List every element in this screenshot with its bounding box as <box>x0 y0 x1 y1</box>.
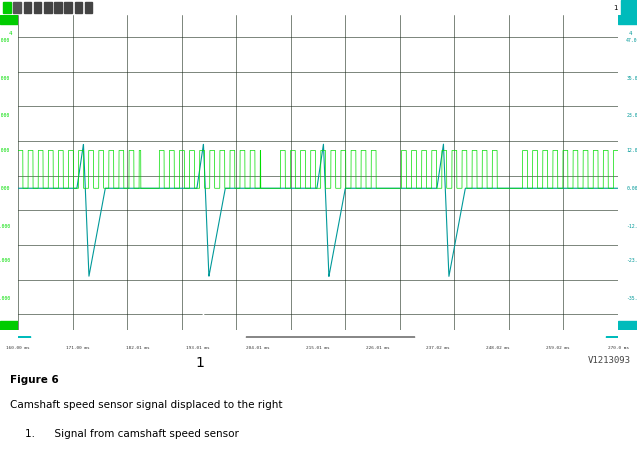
Bar <box>54 2 62 13</box>
Text: 23.000: 23.000 <box>626 113 637 118</box>
Text: 1.      Signal from camshaft speed sensor: 1. Signal from camshaft speed sensor <box>25 430 240 439</box>
Bar <box>621 0 637 15</box>
Bar <box>246 336 414 338</box>
Text: 12.000: 12.000 <box>626 148 637 153</box>
Text: 1: 1 <box>613 5 618 11</box>
Bar <box>44 2 52 13</box>
Text: 4: 4 <box>629 31 633 36</box>
Text: 4: 4 <box>9 31 13 36</box>
Bar <box>64 2 72 13</box>
Text: V1213093: V1213093 <box>587 356 631 365</box>
Text: -23.000: -23.000 <box>626 258 637 263</box>
Text: -35.000: -35.000 <box>626 296 637 301</box>
Text: 215.01 ms: 215.01 ms <box>306 346 330 350</box>
Text: 12.000: 12.000 <box>0 148 10 153</box>
Bar <box>18 336 30 338</box>
Bar <box>85 2 92 13</box>
Text: 0.000: 0.000 <box>626 186 637 191</box>
Text: 47.000: 47.000 <box>626 37 637 43</box>
Text: 270.0 ms: 270.0 ms <box>608 346 629 350</box>
Text: -35.000: -35.000 <box>0 296 10 301</box>
Text: 47.000: 47.000 <box>0 37 10 43</box>
Text: 35.000: 35.000 <box>0 75 10 80</box>
Text: 160.00 ms: 160.00 ms <box>6 346 30 350</box>
Text: 171.00 ms: 171.00 ms <box>66 346 90 350</box>
Text: 182.01 ms: 182.01 ms <box>126 346 150 350</box>
Text: -23.000: -23.000 <box>0 258 10 263</box>
Bar <box>606 336 618 338</box>
Bar <box>75 2 82 13</box>
Text: Figure 6: Figure 6 <box>10 375 59 384</box>
Text: 259.02 ms: 259.02 ms <box>546 346 570 350</box>
Bar <box>618 15 637 25</box>
Bar <box>0 320 18 330</box>
Text: 23.000: 23.000 <box>0 113 10 118</box>
Text: 248.02 ms: 248.02 ms <box>486 346 510 350</box>
Bar <box>13 2 21 13</box>
Text: Camshaft speed sensor signal displaced to the right: Camshaft speed sensor signal displaced t… <box>10 400 282 409</box>
Bar <box>0 15 18 25</box>
Bar <box>3 2 11 13</box>
Text: 35.000: 35.000 <box>626 75 637 80</box>
Bar <box>24 2 31 13</box>
Text: 226.01 ms: 226.01 ms <box>366 346 390 350</box>
Text: 204.01 ms: 204.01 ms <box>246 346 270 350</box>
Bar <box>618 320 637 330</box>
Text: 1: 1 <box>196 356 204 370</box>
Text: -12.000: -12.000 <box>626 223 637 228</box>
Text: 237.02 ms: 237.02 ms <box>426 346 450 350</box>
Text: 193.01 ms: 193.01 ms <box>186 346 210 350</box>
Text: 0.000: 0.000 <box>0 186 10 191</box>
Bar <box>34 2 41 13</box>
Text: -12.000: -12.000 <box>0 223 10 228</box>
